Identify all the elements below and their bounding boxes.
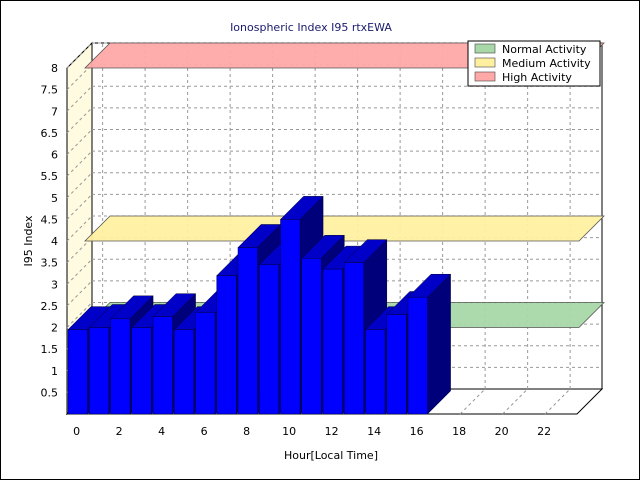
y-tick-label: 6.5	[41, 127, 59, 140]
y-tick-label: 2.5	[41, 300, 59, 313]
x-tick-label: 2	[116, 425, 123, 438]
y-tick-label: 6	[51, 149, 58, 162]
y-tick-label: 4.5	[41, 213, 59, 226]
y-axis-label: I95 Index	[22, 215, 35, 267]
x-tick-label: 14	[367, 425, 381, 438]
y-tick-label: 7	[51, 105, 58, 118]
legend-swatch-normal	[474, 43, 496, 54]
legend-label-normal: Normal Activity	[502, 43, 587, 56]
y-tick-label: 1	[51, 365, 58, 378]
y-tick-label: 8	[51, 62, 58, 75]
bar-front	[89, 327, 110, 415]
y-ticks: 0.5 1 1.5 2 2.5 3 3.5 4 4.5 5 5.5 6 6.5 7 7.5 8	[41, 62, 59, 399]
bar-front	[110, 318, 131, 415]
y-tick-label: 5	[51, 192, 58, 205]
bar-front	[365, 329, 386, 415]
bar-front	[67, 329, 88, 415]
bar-front	[301, 258, 322, 415]
x-tick-label: 20	[495, 425, 509, 438]
bar-front	[259, 264, 280, 415]
bar-front	[131, 327, 152, 415]
y-tick-label: 3	[51, 278, 58, 291]
bar-front	[152, 316, 173, 415]
bar-front	[237, 247, 258, 415]
legend-swatch-medium	[474, 57, 496, 68]
bar-front	[195, 312, 216, 415]
y-tick-label: 7.5	[41, 84, 59, 97]
bar-hour-16	[407, 273, 452, 415]
x-tick-label: 8	[243, 425, 250, 438]
legend-label-medium: Medium Activity	[502, 57, 591, 70]
x-tick-label: 0	[73, 425, 80, 438]
x-ticks: 0 2 4 6 8 10 12 14 16 18 20 22	[73, 425, 551, 438]
y-tick-label: 1.5	[41, 343, 59, 356]
bar-front	[322, 268, 343, 415]
legend-swatch-high	[474, 71, 496, 82]
y-tick-label: 3.5	[41, 257, 59, 270]
bar-front	[386, 314, 407, 415]
bar-side	[427, 273, 451, 415]
bar-front	[174, 329, 195, 415]
x-tick-label: 10	[282, 425, 296, 438]
chart-title: Ionospheric Index I95 rtxEWA	[230, 21, 392, 34]
x-tick-label: 22	[537, 425, 551, 438]
y-tick-label: 5.5	[41, 170, 59, 183]
x-tick-label: 16	[410, 425, 424, 438]
x-tick-label: 6	[201, 425, 208, 438]
x-tick-label: 4	[158, 425, 165, 438]
x-axis-label: Hour[Local Time]	[284, 449, 378, 462]
band-medium-activity	[84, 215, 605, 242]
y-tick-label: 2	[51, 322, 58, 335]
x-tick-label: 18	[452, 425, 466, 438]
legend: Normal Activity Medium Activity High Act…	[467, 40, 601, 87]
bar-front	[280, 219, 301, 415]
legend-label-high: High Activity	[502, 71, 572, 84]
bar-front	[407, 296, 428, 415]
bar-front	[344, 262, 365, 415]
y-tick-label: 4	[51, 235, 58, 248]
y-tick-label: 0.5	[41, 386, 59, 399]
x-tick-label: 12	[325, 425, 339, 438]
bar-series	[67, 195, 452, 415]
bar-front	[216, 275, 237, 415]
